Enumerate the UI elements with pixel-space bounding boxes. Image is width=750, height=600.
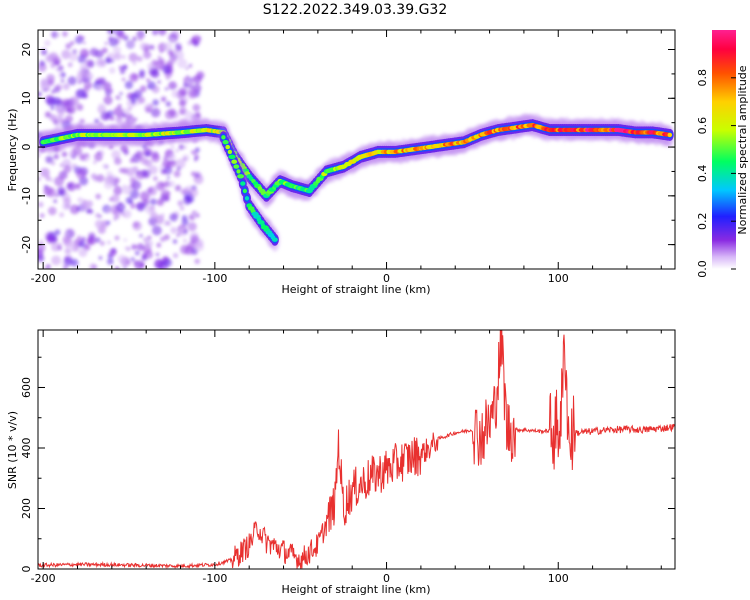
spectrogram-frame <box>37 29 676 270</box>
snr-y-tick-label: 600 <box>20 377 33 398</box>
spectrogram-y-tick-label: -10 <box>20 187 33 205</box>
spectrogram-x-tick-label: 0 <box>383 272 390 285</box>
spectrogram-x-tick-label: 100 <box>548 272 569 285</box>
colorbar-gradient <box>712 30 736 269</box>
spectrogram-y-tick-label: 10 <box>20 91 33 105</box>
snr-x-ticks: -200 -100 0 100 <box>31 330 662 585</box>
snr-x-tick-label: 100 <box>548 572 569 585</box>
spectrogram-y-tick-label: 20 <box>20 43 33 57</box>
colorbar: 0.0 0.2 0.4 0.6 0.8 Normalized spectral ampl… <box>696 30 749 278</box>
colorbar-tick-label: 0.2 <box>696 212 709 230</box>
snr-x-tick-label: -100 <box>202 572 227 585</box>
snr-y-tick-label: 200 <box>20 498 33 519</box>
spectrogram-y-tick-label: 0 <box>20 144 33 151</box>
snr-y-tick-label: 0 <box>20 566 33 573</box>
chart-title: S122.2022.349.03.39.G32 <box>263 2 448 18</box>
snr-x-tick-label: -200 <box>31 572 56 585</box>
spectrogram-y-ticks: -20 -10 0 10 20 <box>20 43 675 270</box>
snr-y-tick-label: 400 <box>20 437 33 458</box>
snr-x-axis-label: Height of straight line (km) <box>281 583 430 596</box>
colorbar-tick-label: 0.8 <box>696 69 709 87</box>
spectrogram-x-tick-label: -200 <box>31 272 56 285</box>
colorbar-tick-label: 0.0 <box>696 260 709 278</box>
snr-series-line <box>38 330 675 569</box>
spectrogram-x-axis-label: Height of straight line (km) <box>281 283 430 296</box>
colorbar-tick-label: 0.4 <box>696 165 709 183</box>
spectrogram-x-ticks: -200 -100 0 100 <box>31 30 662 285</box>
snr-y-axis-label: SNR (10 * v/v) <box>6 411 19 489</box>
colorbar-ticks: 0.0 0.2 0.4 0.6 0.8 <box>696 69 736 278</box>
spectrogram-marks <box>38 30 675 269</box>
spectrogram-x-tick-label: -100 <box>202 272 227 285</box>
snr-panel: -200 -100 0 100 0 200 400 600 Height of straig… <box>6 329 676 596</box>
snr-frame <box>37 329 676 570</box>
spectrogram-branch-ridge <box>218 124 280 252</box>
spectrogram-y-axis-label: Frequency (Hz) <box>6 109 19 192</box>
colorbar-label: Normalized spectral amplitude <box>736 65 749 234</box>
spectrogram-main-ridge <box>38 113 675 209</box>
snr-y-ticks: 0 200 400 600 <box>20 356 675 573</box>
snr-x-tick-label: 0 <box>383 572 390 585</box>
spectrogram-y-tick-label: -20 <box>20 236 33 254</box>
colorbar-tick-label: 0.6 <box>696 117 709 135</box>
